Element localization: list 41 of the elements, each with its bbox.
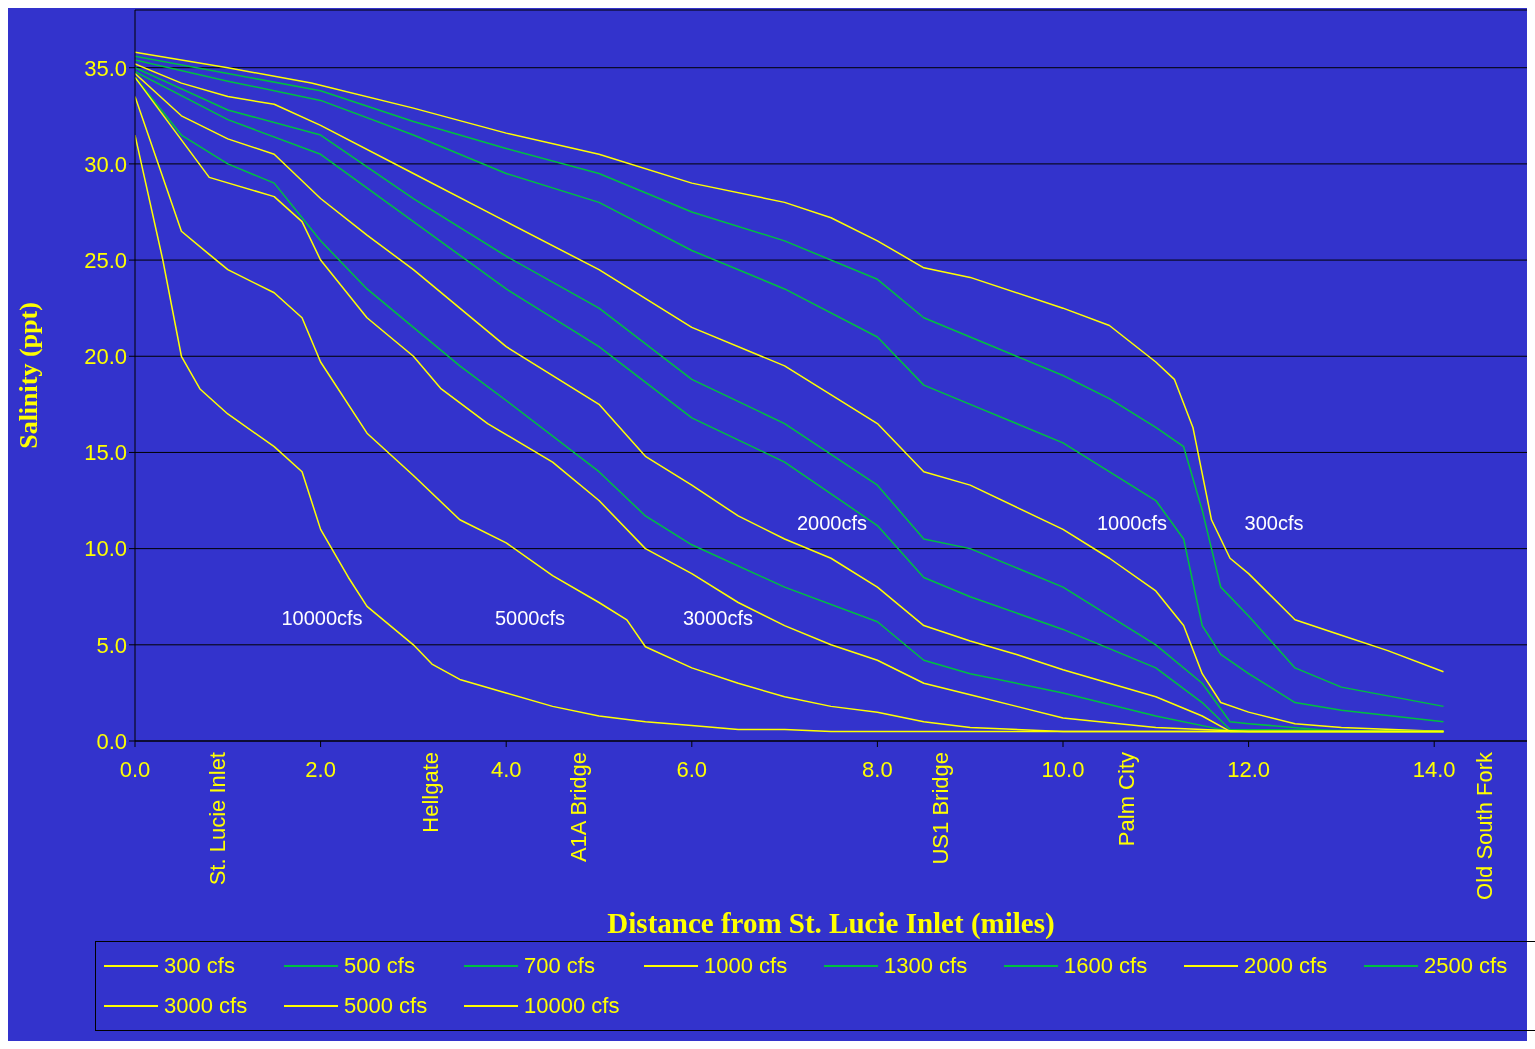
legend-label: 500 cfs: [344, 953, 415, 979]
text: Palm City: [1113, 752, 1139, 847]
legend-label: 3000 cfs: [164, 993, 248, 1019]
y-tick-label: 35.0: [84, 55, 127, 81]
y-tick-label: 0.0: [96, 728, 127, 754]
y-tick-label: 15.0: [84, 440, 127, 466]
legend-label: 700 cfs: [524, 953, 595, 979]
annotation: 2000cfs: [796, 512, 868, 535]
y-tick-label: 20.0: [84, 344, 127, 370]
legend-label: 2000 cfs: [1244, 953, 1328, 979]
annotation: 10000cfs: [281, 607, 363, 630]
annotation: 1000cfs: [1096, 512, 1168, 535]
y-tick-label: 25.0: [84, 247, 127, 273]
x-tick-label: 0.0: [119, 757, 151, 782]
x-tick-label: 12.0: [1227, 757, 1271, 782]
y-axis-title: Salinity (ppt): [14, 302, 44, 449]
text: US1 Bridge: [927, 752, 953, 865]
y-tick-label: 30.0: [84, 151, 127, 177]
text: Old South Fork: [1471, 751, 1497, 900]
legend-label: 1300 cfs: [884, 953, 968, 979]
text: A1A Bridge: [565, 752, 591, 863]
x-tick-label: 8.0: [862, 757, 893, 782]
legend-label: 300 cfs: [164, 953, 235, 979]
x-tick-label: 2.0: [305, 757, 336, 782]
legend-label: 10000 cfs: [524, 993, 620, 1019]
legend-label: 1600 cfs: [1064, 953, 1148, 979]
text: Hellgate: [417, 752, 443, 833]
x-tick-label: 14.0: [1412, 757, 1456, 782]
y-tick-label: 5.0: [96, 632, 127, 658]
y-tick-label: 10.0: [84, 536, 127, 562]
text: St. Lucie Inlet: [204, 752, 230, 886]
x-axis-title: Distance from St. Lucie Inlet (miles): [607, 907, 1055, 940]
annotation: 5000cfs: [494, 607, 566, 630]
legend-label: 5000 cfs: [344, 993, 428, 1019]
legend-label: 2500 cfs: [1424, 953, 1508, 979]
x-tick-label: 4.0: [490, 757, 522, 782]
annotation: 3000cfs: [682, 607, 754, 630]
x-tick-label: 10.0: [1041, 757, 1085, 782]
legend-label: 1000 cfs: [704, 953, 788, 979]
annotation: 300cfs: [1244, 512, 1304, 535]
x-tick-label: 6.0: [676, 757, 708, 782]
